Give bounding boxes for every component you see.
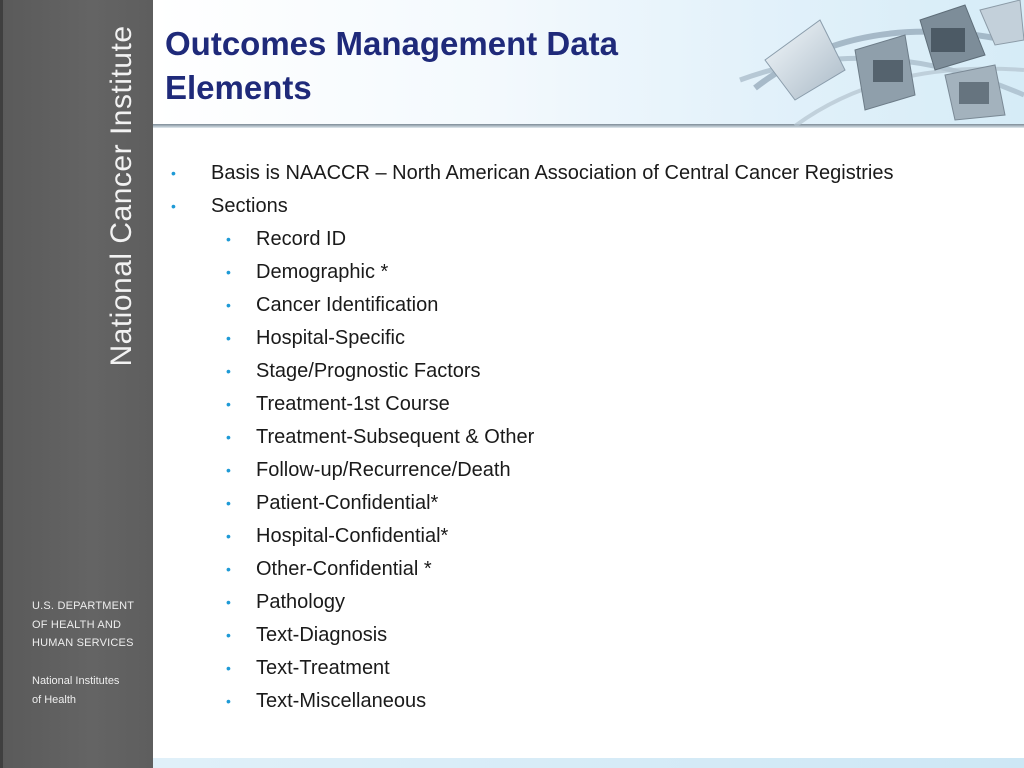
nih-label: National Institutes of Health <box>32 672 119 709</box>
bullet-text: Hospital-Confidential* <box>256 525 449 547</box>
bullet-text: Treatment-Subsequent & Other <box>256 426 535 448</box>
bullet-text: Basis is NAACCR – North American Associa… <box>211 162 894 184</box>
bullet-dot-icon: • <box>226 462 231 478</box>
bullet-dot-icon: • <box>226 330 231 346</box>
sub-bullet-item: • Text-Treatment <box>171 655 971 682</box>
brand-wordmark: National Cancer Institute <box>105 25 138 367</box>
sub-bullet-item: • Follow-up/Recurrence/Death <box>171 457 971 484</box>
slide-title-line: Elements <box>165 69 312 106</box>
bullet-text: Text-Diagnosis <box>256 624 388 646</box>
sub-bullet-item: • Hospital-Confidential* <box>171 523 971 550</box>
hhs-line: HUMAN SERVICES <box>32 637 134 649</box>
bullet-text: Follow-up/Recurrence/Death <box>256 459 511 481</box>
hhs-line: U.S. DEPARTMENT <box>32 600 135 612</box>
hhs-label: U.S. DEPARTMENT OF HEALTH AND HUMAN SERV… <box>32 597 134 653</box>
bullet-text: Text-Miscellaneous <box>256 690 427 712</box>
bullet-dot-icon: • <box>226 297 231 313</box>
bullet-text: Record ID <box>256 228 347 250</box>
bullet-item: • Basis is NAACCR – North American Associ… <box>171 160 971 187</box>
sidebar-edge <box>0 0 3 768</box>
footer-band <box>153 758 1024 768</box>
bullet-text: Other-Confidential * <box>256 558 432 580</box>
bullet-text: Text-Treatment <box>256 657 390 679</box>
sub-bullet-item: • Text-Diagnosis <box>171 622 971 649</box>
header-divider <box>153 124 1024 128</box>
sub-bullet-item: • Demographic * <box>171 259 971 286</box>
sub-bullet-item: • Treatment-1st Course <box>171 391 971 418</box>
bullet-text: Pathology <box>256 591 345 613</box>
bullet-text: Stage/Prognostic Factors <box>256 360 481 382</box>
bullet-text: Hospital-Specific <box>256 327 405 349</box>
bullet-dot-icon: • <box>226 693 231 709</box>
slide-title-line: Outcomes Management Data <box>165 25 618 62</box>
bullet-content: • Basis is NAACCR – North American Associ… <box>171 160 971 721</box>
bullet-dot-icon: • <box>171 165 176 181</box>
bullet-text: Cancer Identification <box>256 294 439 316</box>
bullet-list: • Basis is NAACCR – North American Associ… <box>171 160 971 715</box>
sidebar-panel: National Cancer Institute U.S. DEPARTMEN… <box>0 0 153 768</box>
bullet-dot-icon: • <box>226 396 231 412</box>
bullet-item: • Sections <box>171 193 971 220</box>
sub-bullet-item: • Pathology <box>171 589 971 616</box>
bullet-dot-icon: • <box>226 594 231 610</box>
nih-line: of Health <box>32 693 77 706</box>
bullet-text: Patient-Confidential* <box>256 492 439 514</box>
sub-bullet-item: • Hospital-Specific <box>171 325 971 352</box>
bullet-dot-icon: • <box>226 231 231 247</box>
nih-line: National Institutes <box>32 675 120 687</box>
bullet-text: Demographic * <box>256 261 389 283</box>
bullet-text: Treatment-1st Course <box>256 393 450 415</box>
bullet-dot-icon: • <box>226 264 231 280</box>
sub-bullet-item: • Treatment-Subsequent & Other <box>171 424 971 451</box>
sub-bullet-item: • Stage/Prognostic Factors <box>171 358 971 385</box>
bullet-dot-icon: • <box>226 660 231 676</box>
hhs-line: OF HEALTH AND <box>32 618 122 631</box>
sub-bullet-item: • Cancer Identification <box>171 292 971 319</box>
bullet-dot-icon: • <box>171 198 176 214</box>
globe-graphic-icon <box>739 0 1024 126</box>
bullet-text: Sections <box>211 195 288 217</box>
bullet-dot-icon: • <box>226 363 231 379</box>
bullet-dot-icon: • <box>226 528 231 544</box>
bullet-dot-icon: • <box>226 627 231 643</box>
slide-title: Outcomes Management Data Elements <box>165 22 618 110</box>
sub-bullet-item: • Text-Miscellaneous <box>171 688 971 715</box>
bullet-dot-icon: • <box>226 495 231 511</box>
sub-bullet-item: • Record ID <box>171 226 971 253</box>
sub-bullet-item: • Other-Confidential * <box>171 556 971 583</box>
bullet-dot-icon: • <box>226 561 231 577</box>
sub-bullet-item: • Patient-Confidential* <box>171 490 971 517</box>
bullet-dot-icon: • <box>226 429 231 445</box>
